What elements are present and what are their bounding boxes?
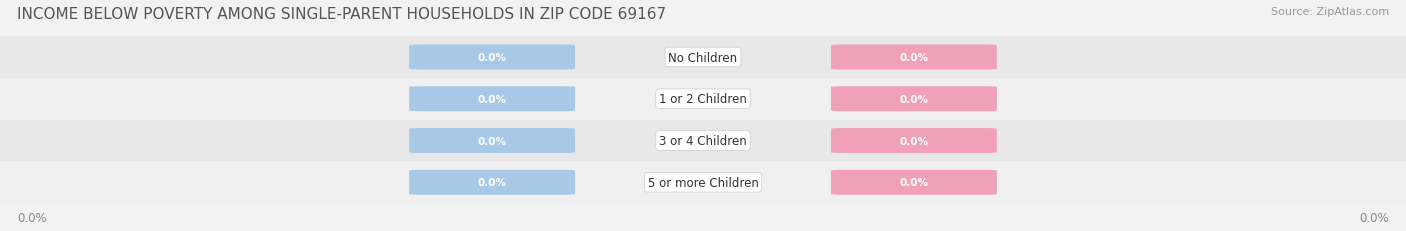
Text: 0.0%: 0.0% (478, 177, 506, 188)
Text: 0.0%: 0.0% (1360, 211, 1389, 224)
FancyBboxPatch shape (831, 87, 997, 112)
Text: 5 or more Children: 5 or more Children (648, 176, 758, 189)
FancyBboxPatch shape (409, 170, 575, 195)
Text: 1 or 2 Children: 1 or 2 Children (659, 93, 747, 106)
Text: 0.0%: 0.0% (900, 136, 928, 146)
Text: 0.0%: 0.0% (478, 53, 506, 63)
Text: Source: ZipAtlas.com: Source: ZipAtlas.com (1271, 7, 1389, 17)
Text: 0.0%: 0.0% (900, 53, 928, 63)
FancyBboxPatch shape (831, 128, 997, 153)
Text: No Children: No Children (668, 51, 738, 64)
Text: 0.0%: 0.0% (17, 211, 46, 224)
Text: 0.0%: 0.0% (478, 94, 506, 104)
FancyBboxPatch shape (409, 128, 575, 153)
Text: 0.0%: 0.0% (900, 177, 928, 188)
FancyBboxPatch shape (409, 87, 575, 112)
Bar (0, 120, 1406, 162)
Bar (0, 37, 1406, 79)
FancyBboxPatch shape (831, 45, 997, 70)
Text: INCOME BELOW POVERTY AMONG SINGLE-PARENT HOUSEHOLDS IN ZIP CODE 69167: INCOME BELOW POVERTY AMONG SINGLE-PARENT… (17, 7, 666, 22)
FancyBboxPatch shape (409, 45, 575, 70)
Text: 0.0%: 0.0% (900, 94, 928, 104)
Bar (0, 79, 1406, 120)
Text: 3 or 4 Children: 3 or 4 Children (659, 134, 747, 147)
FancyBboxPatch shape (831, 170, 997, 195)
Bar (0, 162, 1406, 203)
Text: 0.0%: 0.0% (478, 136, 506, 146)
